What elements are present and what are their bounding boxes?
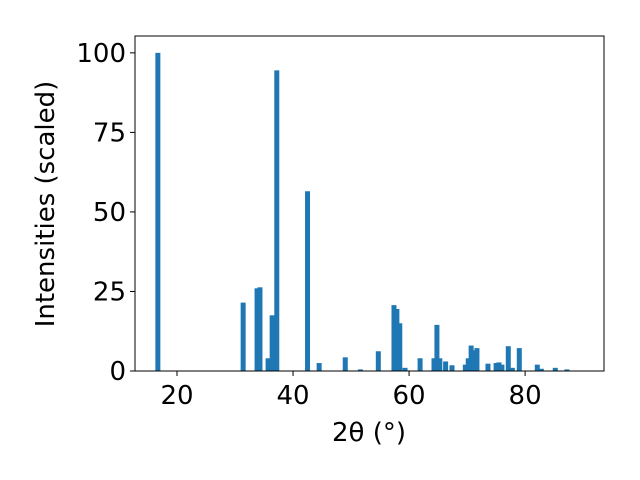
bar — [402, 367, 408, 371]
bar — [274, 70, 280, 371]
bar — [516, 348, 522, 371]
bar — [155, 52, 161, 371]
bar — [505, 346, 511, 371]
bar — [534, 364, 540, 371]
x-tick-label: 80 — [509, 381, 542, 411]
bar — [394, 308, 400, 371]
bar — [375, 351, 381, 371]
bar — [305, 191, 311, 371]
bar — [485, 363, 491, 371]
bar — [437, 358, 443, 371]
bar — [269, 315, 275, 371]
bar — [471, 350, 477, 371]
bar — [254, 288, 260, 371]
bar — [449, 365, 455, 371]
bar — [474, 348, 480, 371]
bar — [240, 302, 246, 371]
bar — [552, 367, 558, 371]
bar — [564, 369, 570, 371]
x-tick-label: 60 — [393, 381, 426, 411]
x-axis-label: 2θ (°) — [332, 418, 406, 448]
axes-frame — [134, 35, 605, 372]
bar — [499, 364, 505, 371]
y-tick-label: 0 — [109, 357, 126, 387]
bar — [493, 363, 499, 371]
bar — [434, 324, 440, 371]
bar — [468, 345, 474, 371]
bar — [265, 358, 271, 371]
y-tick-label: 100 — [76, 39, 126, 69]
x-tick-label: 20 — [160, 381, 193, 411]
bar — [465, 358, 471, 371]
bar — [509, 367, 515, 371]
bar — [257, 287, 263, 371]
y-tick-label: 50 — [93, 198, 126, 228]
bar — [357, 369, 363, 371]
bar — [538, 368, 544, 371]
bar — [496, 362, 502, 371]
y-axis-label: Intensities (scaled) — [31, 81, 61, 328]
plot-area — [155, 52, 570, 371]
bar — [397, 323, 403, 371]
bar — [443, 361, 449, 371]
y-tick-label: 75 — [93, 118, 126, 148]
bar — [431, 358, 437, 371]
x-tick-label: 40 — [276, 381, 309, 411]
bar — [316, 363, 322, 371]
bar — [391, 305, 397, 371]
bar — [462, 364, 468, 371]
bar — [417, 358, 423, 371]
bar — [342, 357, 348, 371]
y-tick-label: 25 — [93, 277, 126, 307]
